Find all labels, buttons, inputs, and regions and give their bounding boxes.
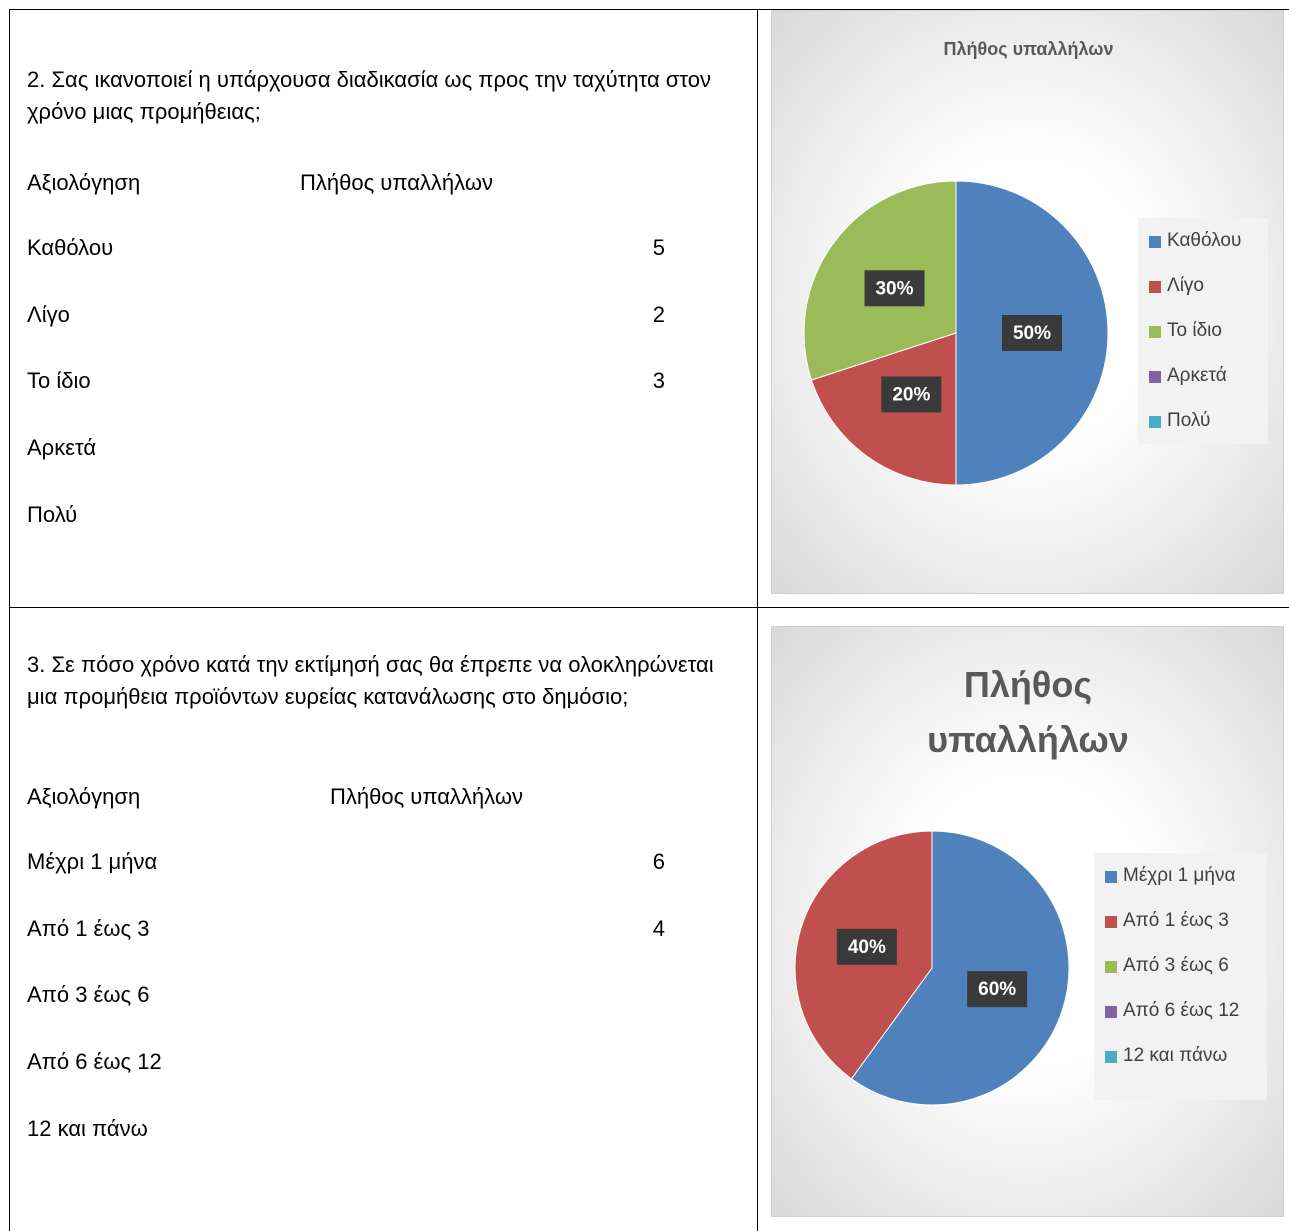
rating-label: Καθόλου — [27, 235, 114, 260]
rating-label: Από 3 έως 6 — [27, 982, 150, 1007]
data-label: 50% — [1013, 323, 1051, 344]
chart-title: Πλήθος υπαλλήλων — [927, 664, 1129, 760]
legend-swatch — [1105, 1051, 1117, 1063]
legend-swatch — [1105, 871, 1117, 883]
count: 5 — [652, 235, 665, 260]
legend-swatch — [1149, 416, 1161, 428]
legend: Μέχρι 1 μήνα Από 1 έως 3 Από 3 έως 6 Από 6 … — [1094, 853, 1267, 1100]
legend-label: Μέχρι 1 μήνα — [1123, 865, 1236, 886]
data-label: 60% — [978, 979, 1016, 1000]
data-label-box — [836, 928, 897, 965]
border-top — [9, 9, 1289, 10]
data-label-box — [967, 971, 1028, 1008]
rating-label: Το ίδιο — [27, 368, 91, 393]
pie-slice — [850, 830, 1070, 1106]
legend-label: Από 3 έως 6 — [1123, 955, 1229, 976]
legend-label: Από 6 έως 12 — [1123, 1000, 1240, 1021]
data-label: 40% — [848, 937, 886, 958]
border-left — [9, 9, 10, 1231]
chart: Πλήθος υπαλλήλων 50% 20% 30% Καθόλου Λίγο Το ί… — [771, 10, 1284, 594]
pie-chart: 60% 40% — [794, 830, 1070, 1106]
legend-swatch — [1149, 371, 1161, 383]
rating-label: Από 1 έως 3 — [27, 916, 150, 941]
rating-label: Λίγο — [27, 302, 70, 327]
legend: Καθόλου Λίγο Το ίδιο Αρκετά Πολύ — [1138, 218, 1268, 444]
count: 2 — [652, 302, 665, 327]
rating-label: Αρκετά — [27, 435, 97, 460]
data-label: 20% — [892, 385, 930, 406]
legend-label: Αρκετά — [1167, 365, 1227, 386]
column-header: Αξιολόγηση — [27, 784, 141, 809]
legend-swatch — [1149, 326, 1161, 338]
rating-label: Από 6 έως 12 — [27, 1049, 162, 1074]
border-middle — [757, 9, 758, 1231]
count: 6 — [652, 849, 665, 874]
legend-label: Πολύ — [1167, 410, 1211, 431]
data-label: 30% — [875, 278, 913, 299]
count: 3 — [652, 368, 665, 393]
question: 2. Σας ικανοποιεί η υπάρχουσα διαδικασία… — [27, 67, 711, 124]
legend-swatch — [1105, 961, 1117, 973]
legend-swatch — [1149, 281, 1161, 293]
border-row — [9, 607, 1289, 608]
legend-label: 12 και πάνω — [1123, 1045, 1228, 1066]
question: 3. Σε πόσο χρόνο κατά την εκτίμησή σας θ… — [27, 652, 714, 709]
pie-chart: 50% 20% 30% — [803, 180, 1109, 486]
chart: Πλήθος υπαλλήλων 60% 40% Μέχρι 1 μήνα Από 1 … — [771, 626, 1284, 1217]
legend-swatch — [1105, 916, 1117, 928]
legend-label: Από 1 έως 3 — [1123, 910, 1229, 931]
legend-label: Το ίδιο — [1167, 320, 1222, 341]
legend-swatch — [1149, 236, 1161, 248]
legend-label: Καθόλου — [1167, 230, 1242, 251]
rating-label: Πολύ — [27, 502, 78, 527]
column-header: Αξιολόγηση — [27, 170, 141, 195]
rating-label: 12 και πάνω — [27, 1116, 148, 1141]
count: 4 — [652, 916, 665, 941]
data-label-box — [1002, 315, 1062, 351]
chart-title: Πλήθος υπαλλήλων — [943, 39, 1114, 59]
legend-label: Λίγο — [1167, 275, 1204, 296]
column-header: Πλήθος υπαλλήλων — [300, 170, 494, 195]
rating-label: Μέχρι 1 μήνα — [27, 849, 158, 874]
column-header: Πλήθος υπαλλήλων — [330, 784, 524, 809]
data-label-box — [864, 270, 925, 307]
legend-swatch — [1105, 1006, 1117, 1018]
data-label-box — [881, 376, 942, 413]
